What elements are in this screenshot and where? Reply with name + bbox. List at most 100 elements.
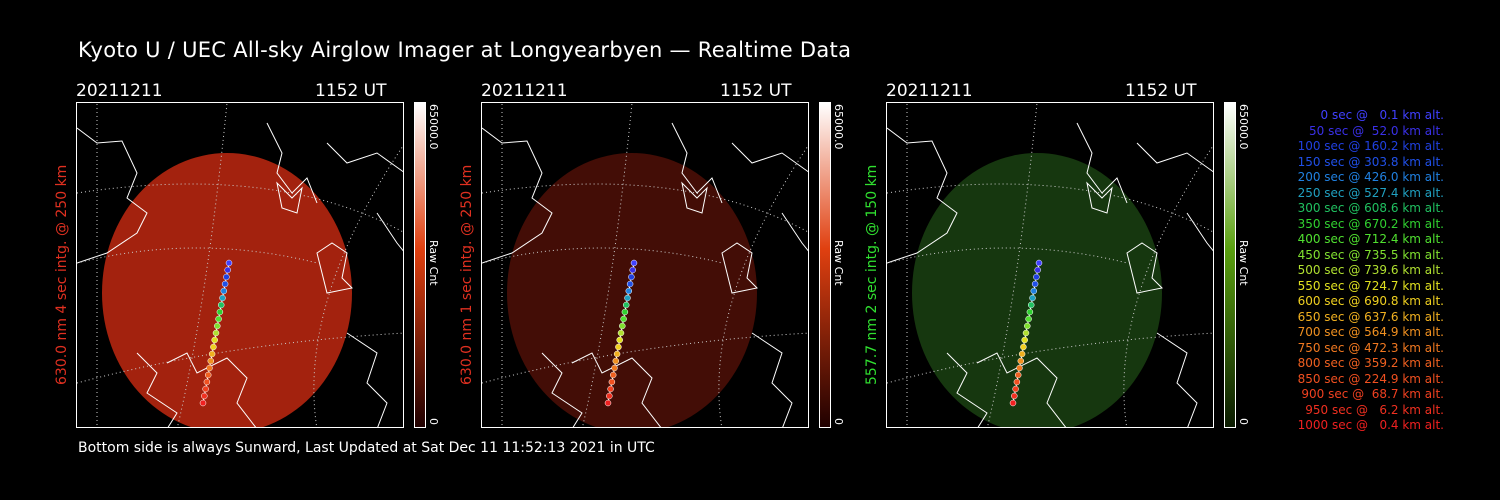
legend-item: 500 sec @ 739.6 km alt.	[1297, 263, 1444, 277]
trajectory-point	[604, 399, 612, 407]
trajectory-point	[622, 301, 630, 309]
trajectory-point	[201, 392, 208, 400]
panel-1-colorbar-unit: Raw Cnt	[427, 240, 440, 286]
trajectory-legend: 0 sec @ 0.1 km alt. 50 sec @ 52.0 km alt…	[1262, 108, 1444, 434]
trajectory-point	[199, 399, 207, 407]
legend-item: 150 sec @ 303.8 km alt.	[1297, 154, 1444, 169]
panel-1-image	[76, 102, 404, 428]
legend-item: 350 sec @ 670.2 km alt.	[1297, 216, 1444, 231]
page-title: Kyoto U / UEC All-sky Airglow Imager at …	[78, 38, 852, 62]
legend-item: 800 sec @ 359.2 km alt.	[1297, 356, 1444, 370]
trajectory-point	[1026, 308, 1034, 316]
panel-3-colorbar-max: 65000.0	[1237, 104, 1250, 150]
trajectory-point	[616, 336, 623, 344]
trajectory-point	[1021, 336, 1028, 344]
trajectory-point	[1025, 315, 1032, 323]
trajectory-point	[629, 266, 636, 274]
trajectory-point	[1013, 378, 1021, 386]
trajectory-point	[607, 385, 614, 393]
trajectory-point	[620, 315, 627, 323]
trajectory-point	[210, 343, 217, 351]
coastline	[77, 122, 403, 427]
legend-item: 550 sec @ 724.7 km alt.	[1297, 278, 1444, 293]
panel-3-colorbar	[1224, 102, 1236, 428]
legend-item: 450 sec @ 735.5 km alt.	[1297, 247, 1444, 262]
trajectory-point	[215, 315, 222, 323]
panel-3-time: 1152 UT	[1125, 81, 1197, 101]
trajectory-point	[1029, 294, 1036, 302]
trajectory-point	[624, 294, 631, 302]
panel-3-date: 20211211	[886, 81, 973, 101]
trajectory-point	[1022, 329, 1030, 337]
trajectory-point	[611, 364, 618, 372]
coastline	[482, 122, 808, 427]
panel-3-image	[886, 102, 1214, 428]
trajectory-point	[1035, 259, 1043, 267]
trajectory-point	[630, 259, 638, 267]
trajectory-point	[1016, 364, 1023, 372]
panel-3-colorbar-min: 0	[1237, 418, 1250, 425]
trajectory-point	[1020, 343, 1027, 351]
legend-item: 250 sec @ 527.4 km alt.	[1297, 185, 1444, 200]
trajectory-point	[609, 371, 617, 379]
legend-item: 200 sec @ 426.0 km alt.	[1297, 170, 1444, 184]
trajectory-point	[1030, 287, 1038, 295]
panel-1-colorbar	[414, 102, 426, 428]
trajectory-point	[617, 329, 625, 337]
panel-2-colorbar-min: 0	[832, 418, 845, 425]
panel-1-ylabel: 630.0 nm 4 sec intg. @ 250 km	[54, 164, 70, 385]
trajectory-point	[1034, 266, 1041, 274]
trajectory-point	[1017, 357, 1025, 365]
airglow-image	[102, 153, 352, 427]
legend-item: 0 sec @ 0.1 km alt.	[1316, 108, 1445, 122]
trajectory-point	[1027, 301, 1035, 309]
trajectory-point	[1024, 322, 1031, 330]
trajectory-point	[202, 385, 209, 393]
airglow-image	[507, 153, 757, 427]
trajectory-point	[219, 294, 226, 302]
trajectory-point	[1031, 280, 1039, 288]
trajectory-point	[608, 378, 616, 386]
trajectory-point	[1011, 392, 1018, 400]
trajectory-point	[206, 364, 213, 372]
legend-item: 950 sec @ 6.2 km alt.	[1305, 402, 1444, 417]
legend-item: 50 sec @ 52.0 km alt.	[1309, 123, 1444, 138]
panel-2-ylabel: 630.0 nm 1 sec intg. @ 250 km	[459, 164, 475, 385]
trajectory-point	[211, 336, 218, 344]
panel-2-date: 20211211	[481, 81, 568, 101]
legend-item: 600 sec @ 690.8 km alt.	[1297, 294, 1444, 308]
graticule-line	[718, 145, 808, 427]
trajectory-point	[221, 280, 229, 288]
trajectory-point	[1033, 273, 1040, 281]
trajectory-point	[621, 308, 629, 316]
trajectory-point	[613, 350, 621, 358]
trajectory-point	[612, 357, 620, 365]
graticule-line	[313, 145, 403, 427]
panel-1-colorbar-min: 0	[427, 418, 440, 425]
trajectory-point	[207, 357, 215, 365]
trajectory-point	[606, 392, 613, 400]
panel-3-ylabel: 557.7 nm 2 sec intg. @ 150 km	[864, 164, 880, 385]
panel-2-colorbar	[819, 102, 831, 428]
legend-item: 1000 sec @ 0.4 km alt.	[1297, 418, 1444, 432]
panel-1-colorbar-max: 65000.0	[427, 104, 440, 150]
panel-1-time: 1152 UT	[315, 81, 387, 101]
legend-item: 650 sec @ 637.6 km alt.	[1297, 309, 1444, 324]
graticule-line	[1123, 145, 1213, 427]
panel-2-colorbar-unit: Raw Cnt	[832, 240, 845, 286]
legend-item: 850 sec @ 224.9 km alt.	[1297, 371, 1444, 386]
trajectory-point	[204, 371, 212, 379]
graticule-line	[77, 332, 403, 384]
legend-item: 900 sec @ 68.7 km alt.	[1301, 387, 1444, 401]
trajectory-point	[225, 259, 233, 267]
trajectory-point	[203, 378, 211, 386]
graticule-line	[482, 332, 808, 384]
graticule-line	[887, 332, 1213, 384]
footer-note: Bottom side is always Sunward, Last Upda…	[78, 440, 655, 456]
legend-item: 700 sec @ 564.9 km alt.	[1297, 325, 1444, 339]
trajectory-point	[615, 343, 622, 351]
trajectory-point	[220, 287, 228, 295]
trajectory-point	[628, 273, 635, 281]
trajectory-point	[1012, 385, 1019, 393]
legend-item: 750 sec @ 472.3 km alt.	[1297, 340, 1444, 355]
